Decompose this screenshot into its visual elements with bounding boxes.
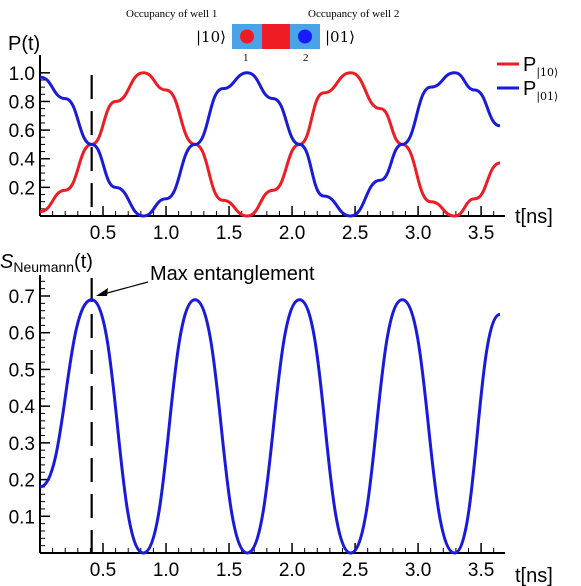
top-legend: P|10⟩ P|01⟩	[497, 54, 558, 104]
inset-right-index: 2	[303, 52, 309, 64]
series-line	[39, 71, 501, 218]
top-x-axis-label: t[ns]	[515, 206, 553, 228]
y-tick-label: 0.5	[9, 360, 35, 381]
x-tick-label: 1.0	[153, 223, 179, 244]
y-tick-label: 0.3	[9, 434, 35, 455]
inset-left-ket: |10⟩	[196, 28, 226, 46]
x-tick-label: 2.5	[342, 560, 368, 581]
double-well-inset: Occupancy of well 1 Occupancy of well 2 …	[126, 8, 399, 64]
legend-red-label: P|10⟩	[523, 54, 558, 80]
top-ticks: 0.5 1.0 1.5 2.0 2.5 3.0 3.5 0.2 0.4 0.6 0.8 1.0	[9, 64, 495, 244]
inset-right-caption: Occupancy of well 2	[308, 8, 399, 20]
particle-well-2	[298, 29, 312, 44]
bottom-x-axis-label: t[ns]	[515, 565, 553, 586]
barrier	[262, 24, 290, 49]
y-tick-label: 0.8	[9, 92, 35, 113]
x-tick-label: 3.0	[405, 560, 431, 581]
y-tick-label: 1.0	[9, 64, 35, 85]
top-series	[39, 71, 501, 218]
x-tick-label: 2.0	[279, 560, 305, 581]
x-tick-label: 0.5	[90, 223, 116, 244]
x-tick-label: 3.0	[405, 223, 431, 244]
particle-well-1	[240, 29, 254, 44]
inset-right-ket: |01⟩	[325, 28, 355, 46]
x-tick-label: 3.5	[468, 223, 494, 244]
y-tick-label: 0.4	[9, 150, 36, 171]
x-tick-label: 2.5	[342, 223, 368, 244]
inset-left-index: 1	[243, 52, 249, 64]
inset-left-caption: Occupancy of well 1	[126, 8, 217, 20]
legend-blue-label: P|01⟩	[523, 78, 558, 104]
series-line	[39, 298, 501, 555]
annotation-max-entanglement: Max entanglement	[150, 263, 315, 285]
y-tick-label: 0.2	[9, 178, 35, 199]
x-tick-label: 1.5	[216, 560, 242, 581]
y-tick-label: 0.4	[9, 397, 36, 418]
bottom-ticks: 0.5 1.0 1.5 2.0 2.5 3.0 3.5 0.1 0.2 0.3 0.4 0.5 0.6 0…	[9, 280, 494, 581]
x-tick-label: 1.0	[153, 560, 179, 581]
top-axes	[39, 55, 505, 217]
bottom-axes	[39, 275, 505, 554]
top-plot: 0.5 1.0 1.5 2.0 2.5 3.0 3.5 0.2 0.4 0.6 0.8 1.0 P(t…	[8, 33, 558, 244]
bottom-plot: 0.5 1.0 1.5 2.0 2.5 3.0 3.5 0.1 0.2 0.3 0.4 0.5 0.6 0…	[0, 251, 553, 586]
bottom-y-axis-label: SNeumann(t)	[0, 251, 93, 275]
y-tick-label: 0.1	[9, 507, 35, 528]
x-tick-label: 1.5	[216, 223, 242, 244]
x-tick-label: 2.0	[279, 223, 305, 244]
y-tick-label: 0.6	[9, 121, 35, 142]
series-line	[39, 71, 501, 218]
top-y-axis-label: P(t)	[8, 33, 40, 55]
y-tick-label: 0.2	[9, 471, 35, 492]
bottom-series	[39, 298, 501, 555]
annotation-arrow	[96, 281, 149, 296]
x-tick-label: 0.5	[90, 560, 116, 581]
y-tick-label: 0.7	[9, 287, 35, 308]
y-tick-label: 0.6	[9, 324, 35, 345]
x-tick-label: 3.5	[468, 560, 494, 581]
